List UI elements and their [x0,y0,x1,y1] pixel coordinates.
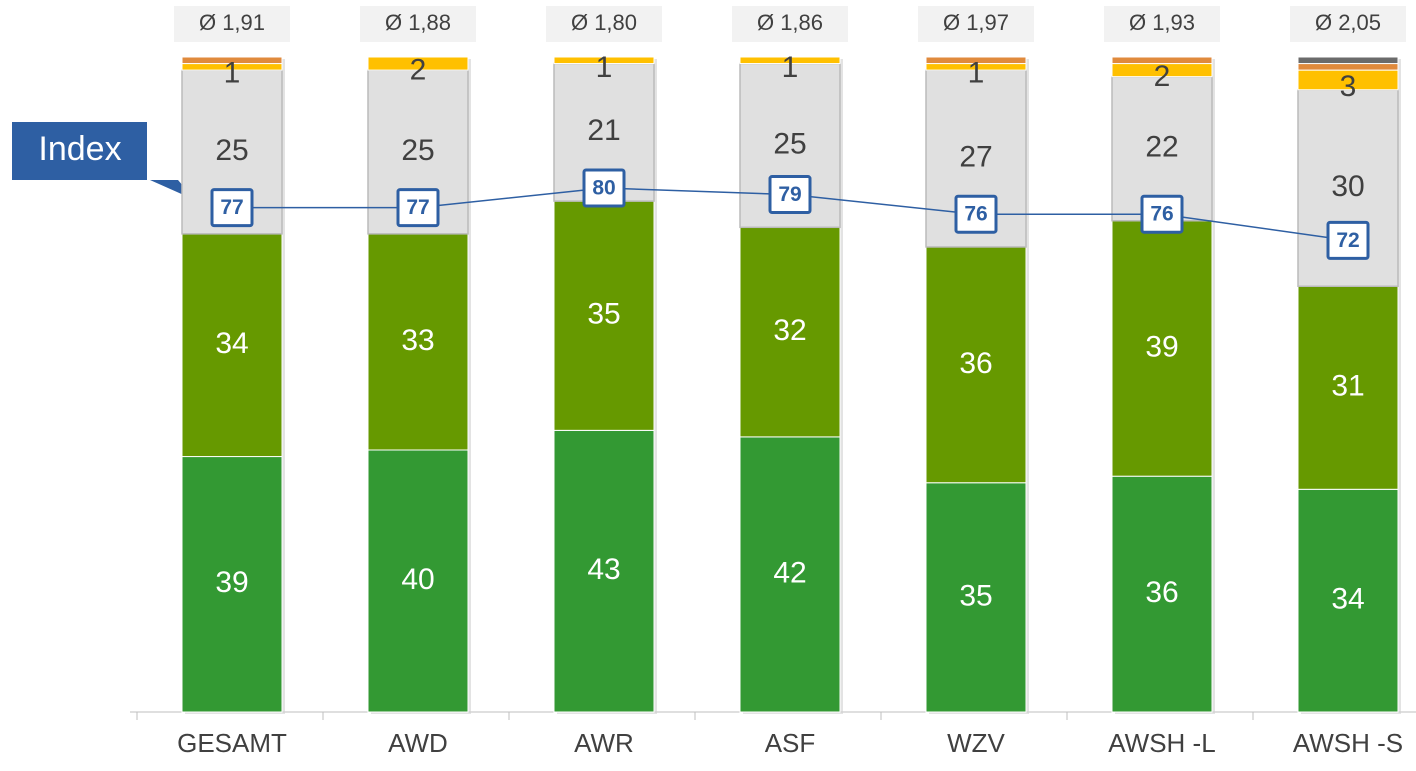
average-label: Ø 1,88 [385,10,451,35]
bar-label: 2 [1154,60,1171,93]
average-box [546,6,662,42]
bar-label: 30 [1331,170,1364,203]
average-box [1290,6,1406,42]
average-box [732,6,848,42]
average-label: Ø 1,97 [943,10,1009,35]
average-box [1104,6,1220,42]
index-label: 80 [592,177,615,200]
index-callout [12,122,195,200]
average-label: Ø 1,93 [1129,10,1195,35]
index-marker [954,194,998,234]
bar-segment [1297,56,1399,65]
average-box [360,6,476,42]
bar-segment [553,56,655,65]
index-callout-label: Index [38,130,121,168]
bar-segment [1297,285,1399,490]
bar-label: 21 [587,114,620,147]
bar-segment [553,429,655,713]
bar-label: 34 [1331,583,1364,616]
bar-label: 40 [401,563,434,596]
bar-label: 36 [1145,576,1178,609]
bar-segment [925,69,1027,248]
bar-label: 25 [773,127,806,160]
bar-label: 36 [959,347,992,380]
bar-label: 35 [959,579,992,612]
index-marker [768,175,812,215]
bar-segment [739,436,841,713]
x-tick-label: AWD [388,728,448,758]
bar-label: 33 [401,324,434,357]
bar-label: 43 [587,553,620,586]
bar-label: 1 [224,57,241,90]
bar-label: 27 [959,140,992,173]
bar-segment [181,56,283,65]
bar-label: 32 [773,314,806,347]
bar-segment [1111,56,1213,65]
index-marker [396,188,440,228]
x-tick-label: WZV [947,728,1005,758]
bar-segment [181,69,283,235]
bar-label: 3 [1340,70,1357,103]
bar-segment [925,56,1027,65]
bar-segment [925,246,1027,484]
average-label: Ø 2,05 [1315,10,1381,35]
bar-label: 2 [410,53,427,86]
bar-segment [553,200,655,431]
bar-segment [181,456,283,713]
index-label: 72 [1336,229,1359,252]
bar-label: 31 [1331,370,1364,403]
average-label: Ø 1,86 [757,10,823,35]
index-marker [1326,220,1370,260]
bar-label: 1 [782,51,799,84]
index-label: 77 [406,196,429,219]
bar-label: 25 [215,134,248,167]
bar-segment [367,56,469,71]
index-label: 76 [1150,203,1173,226]
x-tick-label: AWSH -L [1108,728,1215,758]
average-box [174,6,290,42]
index-label: 77 [220,196,243,219]
bar-label: 1 [968,57,985,90]
x-tick-label: AWR [574,728,634,758]
bar-segment [739,226,841,438]
bar-segment [367,233,469,451]
bar-segment [1297,488,1399,713]
bar-label: 25 [401,134,434,167]
index-marker [1140,194,1184,234]
index-marker [210,188,254,228]
bar-segment [1111,220,1213,477]
bar-segment [925,482,1027,713]
bar-label: 1 [596,51,613,84]
bar-label: 22 [1145,131,1178,164]
x-tick-label: ASF [765,728,816,758]
bar-segment [181,233,283,458]
bar-label: 34 [215,327,248,360]
bar-label: 39 [215,566,248,599]
bar-segment [739,56,841,65]
average-box [918,6,1034,42]
index-label: 76 [964,203,987,226]
bar-label: 42 [773,556,806,589]
average-label: Ø 1,91 [199,10,265,35]
x-tick-label: GESAMT [177,728,287,758]
index-label: 79 [778,183,801,206]
average-label: Ø 1,80 [571,10,637,35]
index-marker [582,168,626,208]
x-tick-label: AWSH -S [1293,728,1403,758]
bar-label: 39 [1145,330,1178,363]
bar-label: 35 [587,298,620,331]
